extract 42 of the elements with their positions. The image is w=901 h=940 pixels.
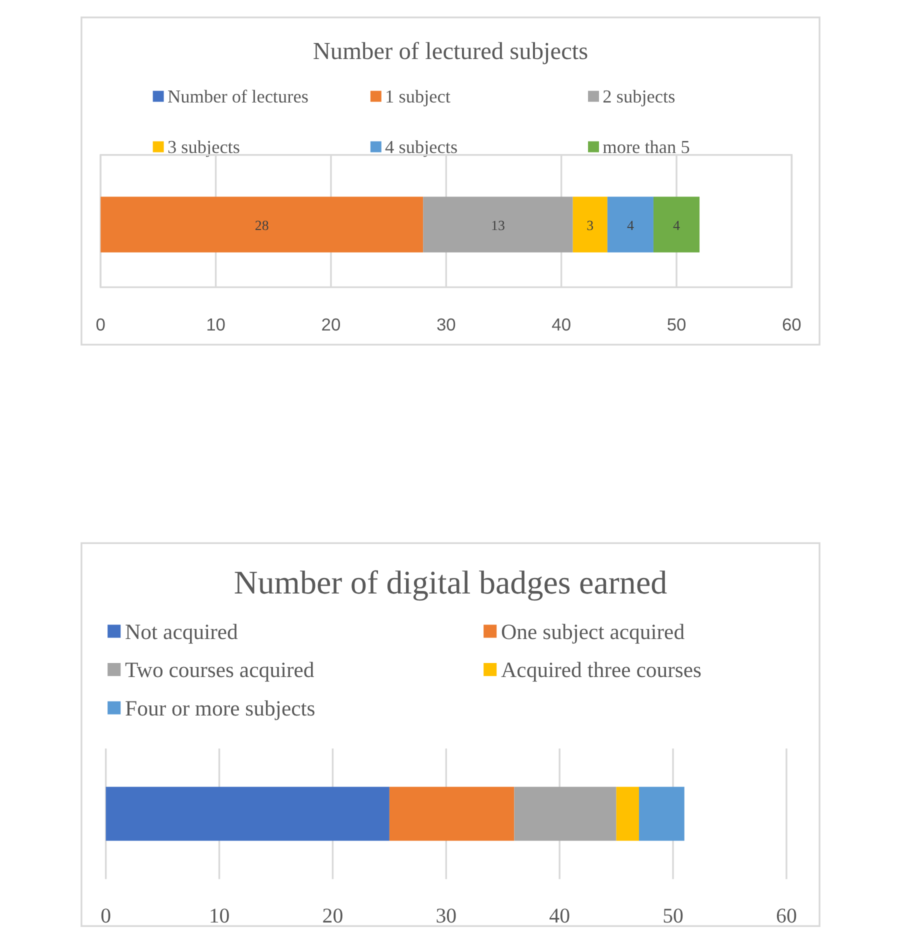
legend-label: more than 5 xyxy=(602,137,690,158)
x-tick-label: 60 xyxy=(782,314,802,335)
x-tick-label: 20 xyxy=(322,904,344,928)
x-tick-label: 40 xyxy=(549,904,570,928)
bar xyxy=(389,786,514,841)
bar xyxy=(100,196,424,252)
bar xyxy=(607,196,654,252)
legend-label: Acquired three courses xyxy=(500,658,702,682)
bar xyxy=(106,786,390,841)
x-tick-label: 50 xyxy=(666,314,686,335)
legend-label: 4 subjects xyxy=(385,137,458,158)
data-label: 28 xyxy=(254,218,269,234)
data-label: 13 xyxy=(491,218,505,234)
chart-title: Number of digital badges earned xyxy=(234,566,668,602)
bar xyxy=(514,786,616,841)
x-tick-label: 10 xyxy=(208,904,230,928)
x-tick-label: 50 xyxy=(662,904,684,928)
data-label: 3 xyxy=(586,218,594,234)
bar xyxy=(653,196,700,252)
bar xyxy=(423,196,573,252)
bar xyxy=(638,786,684,841)
bar xyxy=(616,786,639,841)
legend-label: 1 subject xyxy=(385,86,450,107)
data-label: 4 xyxy=(673,218,680,234)
legend-label: 3 subjects xyxy=(167,137,240,158)
x-tick-label: 0 xyxy=(96,314,106,335)
legend-label: Not acquired xyxy=(124,620,238,644)
x-tick-label: 10 xyxy=(206,314,226,335)
x-tick-label: 30 xyxy=(436,314,456,335)
x-tick-label: 40 xyxy=(552,314,571,335)
legend-label: One subject acquired xyxy=(500,620,685,644)
legend-label: Number of lectures xyxy=(167,86,308,107)
data-label: 4 xyxy=(626,218,634,234)
legend-label: 2 subjects xyxy=(602,86,676,107)
chart-title: Number of lectured subjects xyxy=(312,38,588,66)
x-tick-label: 0 xyxy=(100,904,112,928)
legend-label: Two courses acquired xyxy=(124,658,314,682)
x-tick-label: 30 xyxy=(436,904,457,928)
bar xyxy=(572,196,608,252)
x-tick-label: 20 xyxy=(321,314,341,335)
x-tick-label: 60 xyxy=(776,904,797,928)
legend-label: Four or more subjects xyxy=(124,696,316,720)
